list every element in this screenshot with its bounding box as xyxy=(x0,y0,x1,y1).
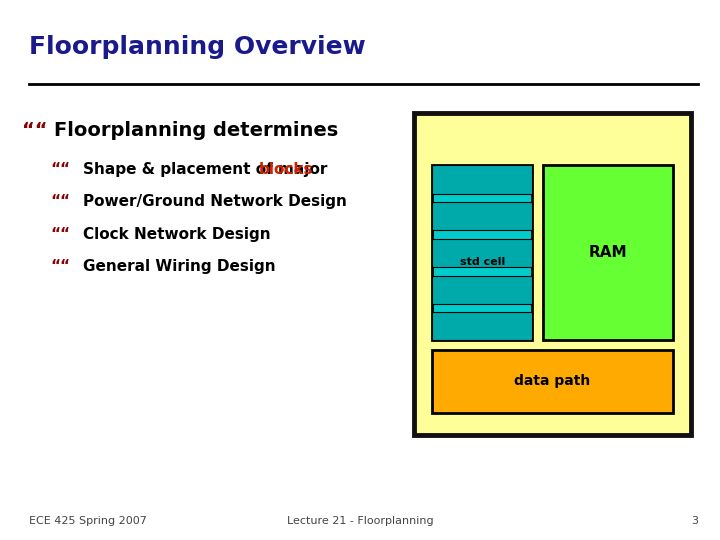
Text: std cell: std cell xyxy=(459,256,505,267)
Text: ““: ““ xyxy=(22,122,47,140)
Bar xyxy=(543,165,673,340)
Text: RAM: RAM xyxy=(588,245,627,260)
Bar xyxy=(432,202,533,231)
Text: ““: ““ xyxy=(50,259,71,274)
Bar xyxy=(432,165,533,340)
Text: Clock Network Design: Clock Network Design xyxy=(83,227,271,242)
Text: ““: ““ xyxy=(50,194,71,210)
Bar xyxy=(432,349,673,413)
Bar xyxy=(432,239,533,267)
Text: Floorplanning determines: Floorplanning determines xyxy=(54,122,338,140)
Text: 3: 3 xyxy=(691,516,698,526)
Text: Lecture 21 - Floorplanning: Lecture 21 - Floorplanning xyxy=(287,516,433,526)
Text: ECE 425 Spring 2007: ECE 425 Spring 2007 xyxy=(29,516,147,526)
Text: ““: ““ xyxy=(50,162,71,177)
Text: Shape & placement of major: Shape & placement of major xyxy=(83,162,333,177)
Text: Floorplanning Overview: Floorplanning Overview xyxy=(29,35,366,59)
Text: blocks: blocks xyxy=(259,162,314,177)
Bar xyxy=(432,312,533,340)
Text: Power/Ground Network Design: Power/Ground Network Design xyxy=(83,194,346,210)
Bar xyxy=(432,165,533,194)
Bar xyxy=(432,275,533,303)
Bar xyxy=(414,113,691,435)
Text: data path: data path xyxy=(515,374,590,388)
Text: General Wiring Design: General Wiring Design xyxy=(83,259,276,274)
Text: ““: ““ xyxy=(50,227,71,242)
